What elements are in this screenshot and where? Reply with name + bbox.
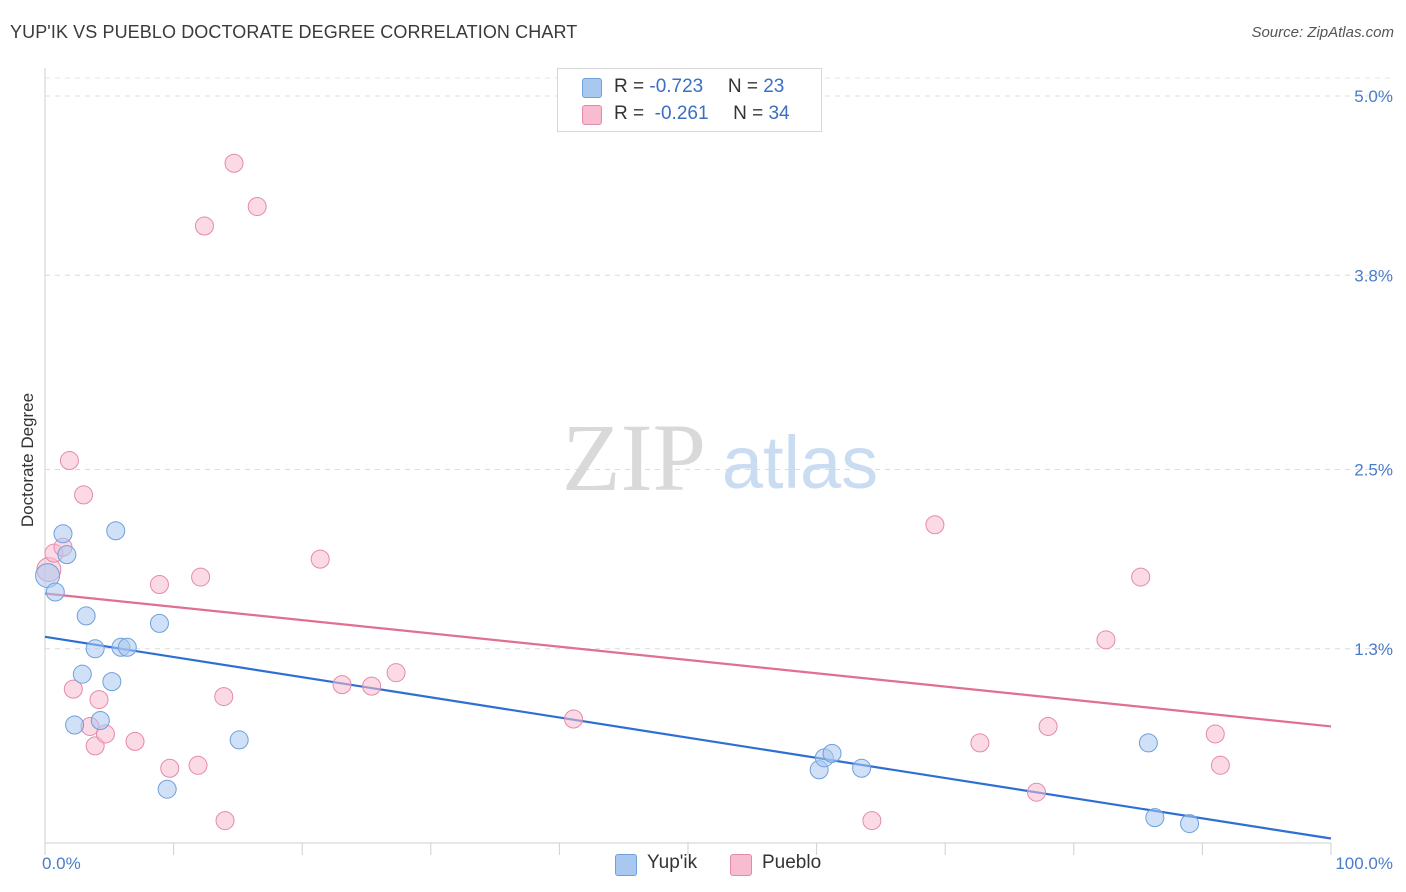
data-point-yupik xyxy=(85,639,105,659)
data-point-pueblo xyxy=(1205,724,1225,744)
data-point-yupik xyxy=(53,524,73,544)
legend-n-label: N = xyxy=(733,103,769,124)
data-point-pueblo xyxy=(149,575,169,595)
data-point-pueblo xyxy=(224,153,244,173)
data-point-pueblo xyxy=(1038,716,1058,736)
data-point-yupik xyxy=(102,672,122,692)
grid-lines xyxy=(45,77,1391,650)
watermark: ZIP atlas xyxy=(562,404,878,511)
data-point-pueblo xyxy=(191,567,211,587)
data-point-yupik xyxy=(852,758,872,778)
data-point-pueblo xyxy=(125,731,145,751)
source-label: Source: ZipAtlas.com xyxy=(1251,24,1394,41)
data-point-pueblo xyxy=(1131,567,1151,587)
data-point-pueblo xyxy=(362,676,382,696)
watermark-zip: ZIP xyxy=(562,404,706,511)
data-point-yupik xyxy=(229,730,249,750)
y-tick-label: 3.8% xyxy=(1354,266,1393,285)
data-point-pueblo xyxy=(89,690,109,710)
legend-swatch-pueblo xyxy=(582,105,602,125)
legend-r-label: R = xyxy=(614,103,650,124)
legend-n-value: 34 xyxy=(768,103,790,124)
x-tick-labels: 0.0% 100.0% xyxy=(42,854,1393,873)
data-point-yupik xyxy=(76,606,96,626)
x-tick-label: 100.0% xyxy=(1335,854,1393,873)
data-point-pueblo xyxy=(247,197,267,217)
data-point-pueblo xyxy=(214,687,234,707)
data-points xyxy=(35,153,1230,834)
data-point-yupik xyxy=(65,715,85,735)
data-point-pueblo xyxy=(564,709,584,729)
trend-lines xyxy=(44,592,1332,840)
data-point-pueblo xyxy=(188,755,208,775)
data-point-pueblo xyxy=(970,733,990,753)
data-point-pueblo xyxy=(160,758,180,778)
data-point-pueblo xyxy=(1210,755,1230,775)
bottom-legend-swatch-pueblo xyxy=(730,854,752,876)
legend-n-label: N = xyxy=(727,76,764,97)
trend-line-yupik xyxy=(44,635,1332,840)
legend-r-label: R = xyxy=(614,76,650,97)
y-tick-label: 2.5% xyxy=(1354,461,1393,480)
data-point-yupik xyxy=(157,779,177,799)
data-point-pueblo xyxy=(215,811,235,831)
data-point-yupik xyxy=(90,710,110,730)
data-point-yupik xyxy=(57,545,77,565)
data-point-yupik xyxy=(1180,814,1200,834)
axes xyxy=(44,68,1332,855)
data-point-pueblo xyxy=(332,675,352,695)
x-tick-label: 0.0% xyxy=(42,854,81,873)
bottom-legend-label-yupik: Yup'ik xyxy=(647,852,698,873)
bottom-legend-swatch-yupik xyxy=(615,854,637,876)
data-point-pueblo xyxy=(74,485,94,505)
data-point-yupik xyxy=(117,637,137,657)
y-tick-labels: 5.0% 3.8% 2.5% 1.3% xyxy=(1354,87,1393,659)
y-tick-label: 5.0% xyxy=(1354,87,1393,106)
data-point-yupik xyxy=(72,664,92,684)
data-point-yupik xyxy=(1145,808,1165,828)
data-point-yupik xyxy=(106,521,126,541)
trend-line-pueblo xyxy=(44,592,1332,728)
legend-box: R = -0.723 N = 23 R = -0.261 N = 34 xyxy=(557,68,822,132)
data-point-pueblo xyxy=(1096,630,1116,650)
chart-title: YUP'IK VS PUEBLO DOCTORATE DEGREE CORREL… xyxy=(10,22,578,42)
data-point-pueblo xyxy=(194,216,214,236)
data-point-pueblo xyxy=(1027,782,1047,802)
watermark-atlas: atlas xyxy=(722,421,878,504)
data-point-pueblo xyxy=(925,515,945,535)
legend-n-value: 23 xyxy=(763,76,785,97)
data-point-pueblo xyxy=(63,679,83,699)
data-point-pueblo xyxy=(386,663,406,683)
data-point-pueblo xyxy=(310,549,330,569)
data-point-pueblo xyxy=(59,451,79,471)
data-point-yupik xyxy=(1138,733,1158,753)
data-point-yupik xyxy=(45,582,65,602)
legend-swatch-yupik xyxy=(582,78,602,98)
bottom-legend-label-pueblo: Pueblo xyxy=(762,852,822,873)
legend-r-value: -0.261 xyxy=(654,103,709,124)
data-point-yupik xyxy=(822,743,842,763)
data-point-yupik xyxy=(149,613,169,633)
legend-r-value: -0.723 xyxy=(649,76,704,97)
data-point-pueblo xyxy=(862,811,882,831)
y-tick-label: 1.3% xyxy=(1354,640,1393,659)
